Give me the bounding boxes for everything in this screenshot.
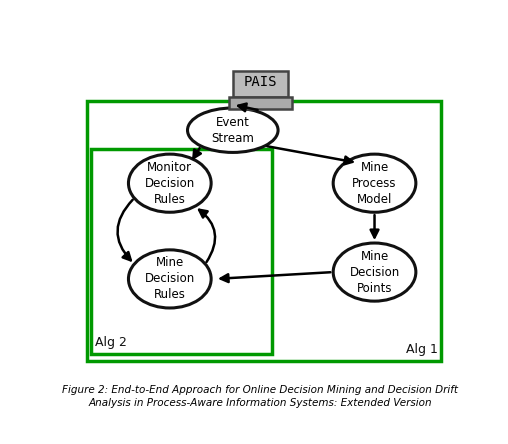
Ellipse shape — [333, 154, 416, 212]
Text: Mine
Decision
Rules: Mine Decision Rules — [145, 257, 195, 301]
Text: Mine
Decision
Points: Mine Decision Points — [350, 250, 400, 294]
Text: Event
Stream: Event Stream — [211, 116, 254, 145]
Bar — [233, 71, 288, 97]
Text: Alg 2: Alg 2 — [95, 336, 127, 349]
Ellipse shape — [129, 154, 211, 212]
Text: Mine
Process
Model: Mine Process Model — [352, 161, 397, 206]
Text: Monitor
Decision
Rules: Monitor Decision Rules — [145, 161, 195, 206]
Text: Alg 1: Alg 1 — [406, 343, 437, 356]
Ellipse shape — [333, 243, 416, 301]
Text: PAIS: PAIS — [244, 75, 277, 89]
Bar — [91, 149, 272, 354]
Ellipse shape — [129, 250, 211, 308]
Bar — [87, 101, 441, 361]
Ellipse shape — [187, 108, 278, 152]
Text: Figure 2: End-to-End Approach for Online Decision Mining and Decision Drift
Anal: Figure 2: End-to-End Approach for Online… — [62, 385, 458, 408]
Bar — [229, 97, 292, 109]
